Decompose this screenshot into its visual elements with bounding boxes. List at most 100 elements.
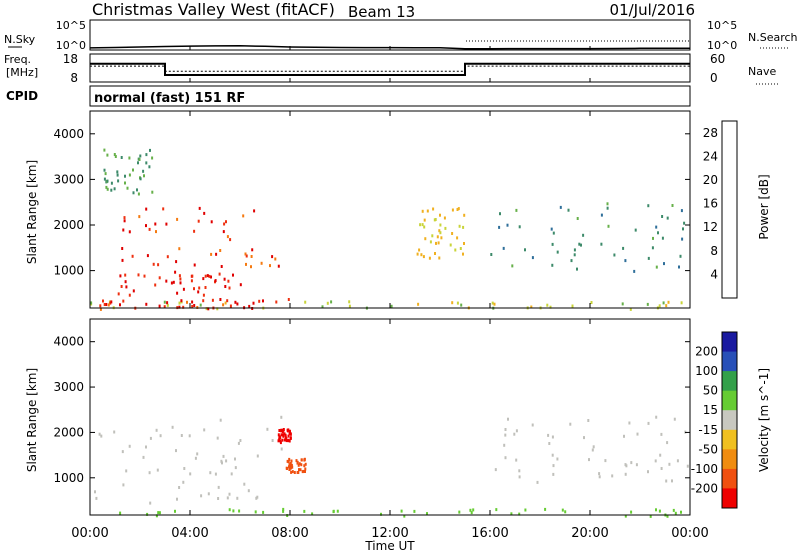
power-cell-0-42 xyxy=(205,307,208,311)
velocity-cell-1-28 xyxy=(426,512,428,516)
power-cell-0-11 xyxy=(460,303,463,307)
power-cell-2-35 xyxy=(193,229,196,233)
velocity-cell-0-25 xyxy=(188,434,191,438)
velocity-cell-4-15 xyxy=(665,479,668,483)
velocity-cell-4-11 xyxy=(551,435,554,439)
power-cell-5-38 xyxy=(420,253,423,257)
power-cell-4-15 xyxy=(139,177,142,181)
velocity-cell-1-31 xyxy=(282,509,285,513)
velocity-cell-0-51 xyxy=(178,486,181,489)
power-cell-2-27 xyxy=(229,238,232,242)
power-colorbar-tick-3: 16 xyxy=(703,197,718,211)
power-cell-3-33 xyxy=(193,287,195,291)
velocity-cell-3-17 xyxy=(300,458,303,462)
power-cell-2-39 xyxy=(210,220,213,224)
velocity-panel: 1000 2000 3000 4000 Slant Range [km] 200 100… xyxy=(25,318,771,518)
velocity-colorbar-tick-1: 100 xyxy=(695,364,718,378)
power-cell-6-32 xyxy=(498,225,501,229)
power-cell-3-20 xyxy=(128,293,131,297)
power-cell-4-38 xyxy=(124,181,126,185)
power-cell-4-10 xyxy=(110,181,113,185)
cpid-label: CPID xyxy=(6,89,38,103)
power-cell-4-40 xyxy=(138,158,141,161)
power-cell-2-23 xyxy=(176,217,179,221)
velocity-cell-0-17 xyxy=(217,485,220,489)
velocity-cell-2-30 xyxy=(278,435,281,439)
velocity-colorbar-tick-5: -50 xyxy=(698,442,718,456)
power-cell-4-8 xyxy=(120,156,123,159)
power-cell-4-21 xyxy=(151,156,154,160)
velocity-cell-4-23 xyxy=(583,436,585,440)
velocity-cell-3-7 xyxy=(291,470,294,474)
velocity-cell-1-21 xyxy=(403,514,406,518)
power-cell-2-44 xyxy=(128,230,131,234)
power-cell-5-8 xyxy=(434,252,436,255)
velocity-cell-4-49 xyxy=(655,415,658,419)
noise-left-tick-low: 10^0 xyxy=(56,39,86,52)
power-cell-5-17 xyxy=(423,218,426,222)
power-cell-3-32 xyxy=(124,280,127,284)
ytick-label-3: 4000 xyxy=(53,335,84,349)
power-cell-0-12 xyxy=(224,301,227,305)
velocity-cell-2-34 xyxy=(284,435,287,439)
velocity-cell-2-35 xyxy=(280,429,283,433)
velocity-cell-4-10 xyxy=(531,423,534,427)
power-cell-4-11 xyxy=(151,190,154,194)
power-cell-3-22 xyxy=(232,273,234,277)
velocity-cell-0-4 xyxy=(256,454,259,458)
velocity-cell-2-20 xyxy=(283,432,286,436)
velocity-cell-4-8 xyxy=(598,472,601,476)
velocity-cell-4-44 xyxy=(548,442,551,445)
velocity-cell-0-14 xyxy=(155,428,158,432)
power-cell-5-5 xyxy=(416,252,419,256)
velocity-ylabel: Slant Range [km] xyxy=(25,368,39,472)
power-cell-5-11 xyxy=(421,209,424,213)
power-cell-5-7 xyxy=(456,236,459,240)
power-cell-1-5 xyxy=(103,303,106,306)
power-cell-2-16 xyxy=(203,211,206,215)
power-cell-3-25 xyxy=(132,289,135,293)
power-cell-6-18 xyxy=(506,223,509,227)
velocity-cell-0-43 xyxy=(148,471,151,475)
nave-label: Nave xyxy=(748,65,776,78)
velocity-colorbar-cell-2 xyxy=(722,371,737,392)
power-cell-5-27 xyxy=(449,243,452,247)
power-cell-2-24 xyxy=(250,255,253,258)
power-cell-5-30 xyxy=(444,226,447,230)
velocity-colorbar-tick-0: 200 xyxy=(695,345,718,359)
power-colorbar-tick-4: 20 xyxy=(703,173,718,187)
power-cell-1-2 xyxy=(178,305,181,309)
power-cell-4-41 xyxy=(106,179,109,183)
power-cell-2-33 xyxy=(245,254,248,258)
velocity-cell-1-39 xyxy=(630,510,633,514)
velocity-cell-1-38 xyxy=(510,512,513,516)
velocity-cell-4-45 xyxy=(673,417,676,421)
power-cell-2-12 xyxy=(157,263,160,267)
power-cell-6-15 xyxy=(671,204,674,207)
power-cell-2-26 xyxy=(165,222,168,226)
power-cell-3-7 xyxy=(208,274,211,278)
power-cell-6-5 xyxy=(600,213,603,217)
velocity-cell-4-30 xyxy=(591,448,594,452)
cpid-text: normal (fast) 151 RF xyxy=(94,91,245,106)
velocity-cell-4-27 xyxy=(518,475,521,479)
power-cell-3-9 xyxy=(228,286,231,290)
power-cell-6-8 xyxy=(622,246,625,250)
power-data xyxy=(90,148,686,311)
power-cell-4-37 xyxy=(103,168,106,172)
power-cell-3-34 xyxy=(124,273,127,277)
velocity-cell-3-38 xyxy=(285,466,288,470)
power-cell-2-42 xyxy=(121,258,124,262)
velocity-cell-3-23 xyxy=(295,459,298,463)
power-cell-6-2 xyxy=(578,242,581,246)
power-cell-1-16 xyxy=(119,303,121,307)
velocity-cell-1-0 xyxy=(658,509,661,513)
velocity-cell-2-16 xyxy=(287,434,290,438)
power-cell-3-27 xyxy=(206,274,209,278)
power-cell-2-21 xyxy=(242,214,245,218)
power-cell-5-39 xyxy=(462,252,464,256)
power-cell-5-2 xyxy=(462,225,465,229)
power-cell-4-18 xyxy=(139,154,142,158)
power-cell-1-20 xyxy=(99,304,102,308)
